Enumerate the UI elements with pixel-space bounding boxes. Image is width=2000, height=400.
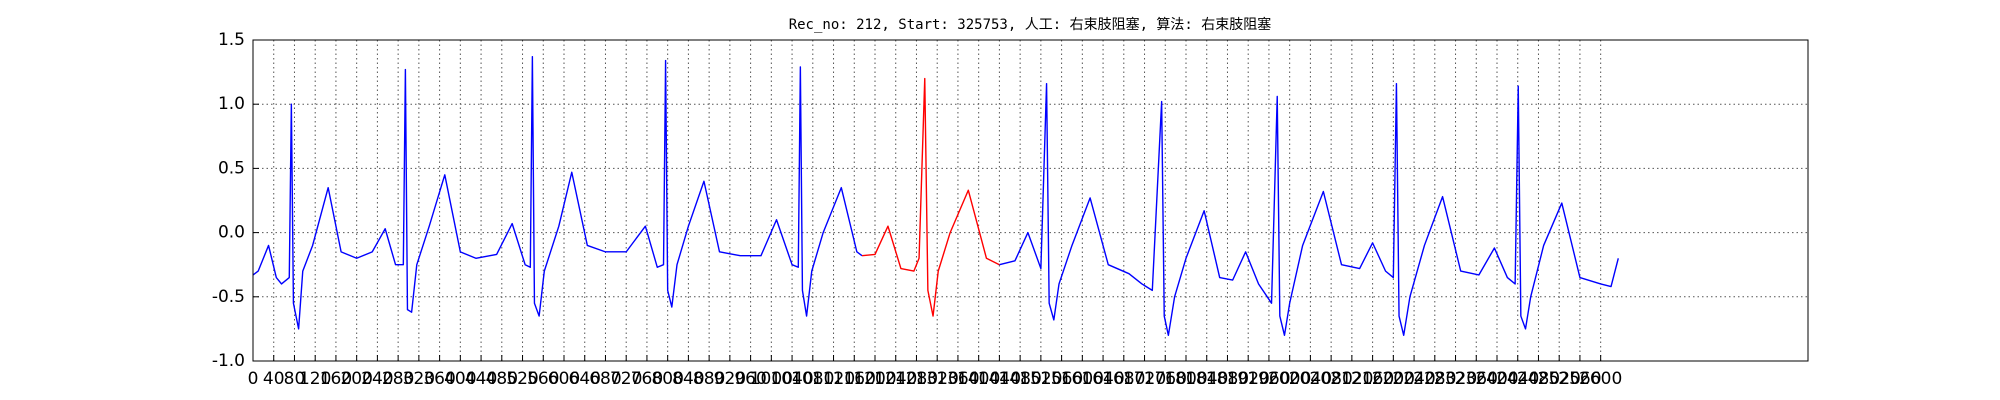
x-tick-label: 1520 — [1019, 369, 1062, 389]
x-tick-label: 2240 — [1392, 369, 1435, 389]
x-tick-label: 0 — [248, 369, 259, 389]
x-tick-label: 1480 — [999, 369, 1042, 389]
x-tick-label: 40 — [263, 369, 285, 389]
x-tick-label: 240 — [361, 369, 393, 389]
x-tick-label: 840 — [672, 369, 704, 389]
x-tick-label: 2560 — [1558, 369, 1601, 389]
x-tick-label: 2440 — [1496, 369, 1539, 389]
x-tick-label: 600 — [548, 369, 580, 389]
x-tick-label: 360 — [423, 369, 455, 389]
x-tick-label: 2360 — [1455, 369, 1498, 389]
series-line — [861, 77, 1000, 317]
x-tick-label: 1160 — [833, 369, 876, 389]
grid — [252, 39, 1808, 362]
x-tick-label: 280 — [382, 369, 414, 389]
x-tick-label: 120 — [299, 369, 331, 389]
x-tick-label: 200 — [340, 369, 372, 389]
x-tick-label: 1760 — [1144, 369, 1187, 389]
x-tick-label: 880 — [693, 369, 725, 389]
x-tick-label: 480 — [486, 369, 518, 389]
x-tick-label: 2040 — [1289, 369, 1332, 389]
x-tick-label: 400 — [444, 369, 476, 389]
x-tick-label: 1360 — [936, 369, 979, 389]
x-tick-label: 640 — [569, 369, 601, 389]
x-tick-label: 1720 — [1123, 369, 1166, 389]
x-tick-label: 560 — [527, 369, 559, 389]
x-tick-label: 2000 — [1268, 369, 1311, 389]
plot-frame — [252, 39, 1809, 362]
y-tick-label: 1.0 — [218, 94, 245, 114]
x-tick-label: 2520 — [1538, 369, 1581, 389]
x-tick-label: 1640 — [1081, 369, 1124, 389]
x-tick-label: 1680 — [1102, 369, 1145, 389]
x-tick-label: 760 — [631, 369, 663, 389]
x-tick-label: 960 — [734, 369, 766, 389]
x-tick-label: 2080 — [1310, 369, 1353, 389]
x-tick-label: 1240 — [874, 369, 917, 389]
x-tick-label: 2480 — [1517, 369, 1560, 389]
x-tick-label: 1840 — [1185, 369, 1228, 389]
x-tick-label: 2120 — [1330, 369, 1373, 389]
x-tick-label: 1200 — [853, 369, 896, 389]
y-tick-label: -1.0 — [212, 351, 245, 371]
chart-title: Rec_no: 212, Start: 325753, 人工: 右束肢阻塞, 算… — [789, 16, 1272, 33]
x-tick-label: 680 — [589, 369, 621, 389]
x-tick-label: 2160 — [1351, 369, 1394, 389]
x-tick-label: 1080 — [791, 369, 834, 389]
y-tick-label: 1.5 — [218, 30, 245, 50]
x-tick-label: 320 — [403, 369, 435, 389]
x-tick-label: 2280 — [1413, 369, 1456, 389]
x-tick-label: 1280 — [895, 369, 938, 389]
plot — [252, 55, 1619, 337]
x-tick-label: 1800 — [1164, 369, 1207, 389]
x-tick-label: 1600 — [1061, 369, 1104, 389]
x-tick-label: 2400 — [1475, 369, 1518, 389]
x-tick-label: 1000 — [750, 369, 793, 389]
x-tick-label: 520 — [506, 369, 538, 389]
y-tick-label: 0.0 — [218, 223, 245, 243]
series-line — [252, 55, 1619, 337]
x-tick-label: 720 — [610, 369, 642, 389]
x-tick-label: 1560 — [1040, 369, 1083, 389]
x-tick-label: 1960 — [1247, 369, 1290, 389]
x-tick-label: 2200 — [1372, 369, 1415, 389]
x-tick-label: 1880 — [1206, 369, 1249, 389]
x-tick-label: 800 — [651, 369, 683, 389]
x-tick-label: 2600 — [1579, 369, 1622, 389]
x-tick-label: 1920 — [1227, 369, 1270, 389]
x-tick-label: 1320 — [916, 369, 959, 389]
x-tick-label: 2320 — [1434, 369, 1477, 389]
y-tick-label: -0.5 — [212, 287, 245, 307]
x-tick-label: 1040 — [770, 369, 813, 389]
x-tick-label: 1120 — [812, 369, 855, 389]
y-tick-label: 0.5 — [218, 158, 245, 178]
x-tick-label: 80 — [284, 369, 306, 389]
x-tick-label: 160 — [320, 369, 352, 389]
x-tick-label: 440 — [465, 369, 497, 389]
x-tick-label: 1400 — [957, 369, 1000, 389]
x-tick-label: 920 — [714, 369, 746, 389]
x-tick-label: 1440 — [978, 369, 1021, 389]
